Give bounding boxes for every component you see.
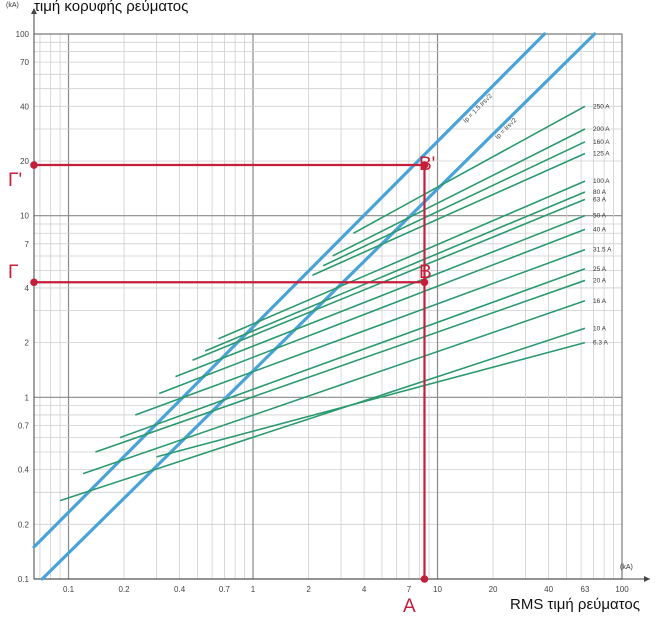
- point-label-a: A: [403, 596, 416, 617]
- series-line: [175, 214, 586, 378]
- tick-labels: 0.1 0.2 0.4 0.7 1 2 4 7 10 20 40 63 100 0.1 0.2 0.4 0.7 1…: [16, 30, 630, 594]
- x-tick-label: 0.1: [63, 585, 75, 594]
- y-tick-label: 4: [25, 284, 30, 293]
- construction-point: [30, 161, 38, 169]
- x-tick-label: 7: [407, 585, 412, 594]
- series-label: 10 A: [593, 325, 607, 332]
- x-tick-label: 4: [362, 585, 367, 594]
- x-tick-label: 0.7: [219, 585, 231, 594]
- construction-lines: [30, 161, 429, 583]
- y-unit: (kA): [6, 2, 19, 9]
- series-label: 80 A: [593, 189, 607, 196]
- series-label: 63 A: [593, 196, 607, 203]
- x-tick-label: 1: [251, 585, 256, 594]
- series-label: 20 A: [593, 277, 607, 284]
- point-label-b-prime: B': [419, 154, 436, 175]
- series-label: 25 A: [593, 266, 607, 273]
- series-label: 40 A: [593, 226, 607, 233]
- y-tick-label: 0.1: [18, 575, 30, 584]
- construction-point: [30, 278, 38, 287]
- y-tick-label: 40: [20, 102, 29, 111]
- construction-point: [420, 278, 429, 287]
- series-line: [59, 327, 586, 502]
- series-line: [312, 152, 586, 276]
- limit-line: [32, 32, 547, 549]
- series-line: [322, 141, 586, 267]
- x-tick-label: 0.2: [118, 585, 130, 594]
- point-label-b: B: [419, 262, 432, 283]
- y-tick-label: 1: [25, 393, 30, 402]
- series-line: [82, 300, 586, 475]
- construction-point: [420, 161, 429, 169]
- limit-line: [40, 32, 597, 581]
- series-line: [204, 191, 586, 352]
- construction-point: [420, 575, 429, 583]
- series-line: [353, 105, 586, 234]
- series-line: [158, 228, 586, 395]
- y-tick-label: 0.4: [18, 466, 30, 475]
- y-tick-label: 70: [20, 58, 29, 67]
- series-line: [156, 341, 586, 458]
- y-tick-label: 0.7: [18, 421, 30, 430]
- x-tick-label: 0.4: [174, 585, 186, 594]
- plot-frame: [33, 33, 623, 580]
- x-tick-label: 100: [615, 585, 629, 594]
- series-label: 100 A: [593, 178, 610, 185]
- series-label: 160 A: [593, 139, 610, 146]
- series-label: 125 A: [593, 150, 610, 157]
- y-axis-arrow: [31, 8, 37, 14]
- x-unit: (kA): [620, 564, 633, 571]
- y-tick-label: 2: [25, 339, 30, 348]
- series-lines: 250 A 200 A 160 A 125 A 100 A 80 A63 A 50 A 40 …: [59, 103, 612, 502]
- x-tick-label: 2: [306, 585, 311, 594]
- x-axis-arrow: [644, 576, 650, 582]
- y-axis-label: τιμή κορυφής ρεύματος: [34, 0, 189, 15]
- series-line: [332, 128, 586, 257]
- series-line: [218, 180, 586, 340]
- x-tick-label: 63: [581, 585, 590, 594]
- point-label-g: Γ: [8, 262, 19, 283]
- series-line: [192, 198, 586, 361]
- y-tick-label: 0.2: [18, 520, 30, 529]
- series-label: 50 A: [593, 213, 607, 220]
- y-tick-label: 100: [16, 30, 30, 39]
- series-label: 200 A: [593, 126, 610, 133]
- y-tick-label: 10: [20, 212, 29, 221]
- series-line: [134, 248, 586, 416]
- series-label: 6.3 A: [593, 340, 608, 347]
- series-label: 250 A: [593, 103, 610, 110]
- y-tick-label: 7: [25, 240, 30, 249]
- x-axis-label: RMS τιμή ρεύματος: [510, 596, 640, 613]
- x-tick-label: 10: [433, 585, 442, 594]
- series-line: [119, 268, 586, 439]
- series-label: 31.5 A: [593, 247, 612, 254]
- point-label-g-prime: Γ': [8, 170, 23, 191]
- y-tick-label: 20: [20, 157, 29, 166]
- series-line: [95, 279, 586, 453]
- x-tick-label: 20: [489, 585, 498, 594]
- series-label: 16 A: [593, 298, 607, 305]
- x-tick-label: 40: [544, 585, 553, 594]
- limit-line-label: Ip = 1.5 Irs√2: [461, 92, 494, 125]
